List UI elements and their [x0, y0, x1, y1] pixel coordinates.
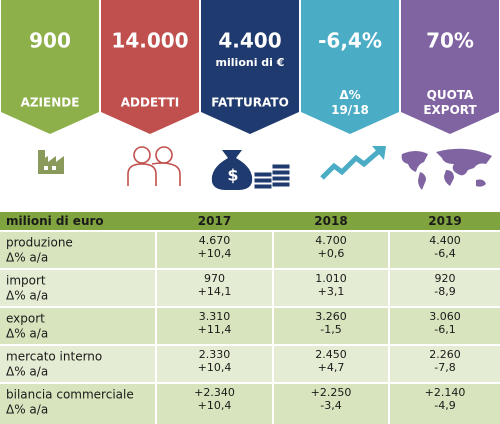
cell-value: 2.330	[199, 348, 231, 361]
cell-bg	[274, 346, 388, 382]
cell-value: 1.010	[315, 272, 347, 285]
header-row	[0, 212, 500, 230]
cell-value: +2.340	[194, 386, 235, 399]
kpi-unit: milioni di €	[216, 56, 285, 69]
cell-bg	[0, 308, 155, 344]
cell-change: -8,9	[434, 285, 455, 298]
cell-bg	[390, 308, 500, 344]
kpi-label: ADDETTI	[121, 96, 180, 110]
cell-change: +10,4	[198, 247, 232, 260]
kpi-value: 4.400	[218, 29, 281, 53]
cell-change: +14,1	[198, 285, 232, 298]
cell-bg	[157, 384, 272, 424]
banner	[101, 0, 199, 134]
kpi-label: 19/18	[331, 103, 369, 117]
cell-value: 4.400	[429, 234, 461, 247]
cell-value: +2.250	[311, 386, 352, 399]
icons: $	[38, 146, 492, 190]
cell-bg	[390, 346, 500, 382]
kpi-banners: 900 AZIENDE 14.000 ADDETTI 4.400 milioni di €…	[1, 0, 499, 134]
cell-value: 3.310	[199, 310, 231, 323]
cell-change: +3,1	[318, 285, 345, 298]
cell-bg	[157, 346, 272, 382]
cell-bg	[157, 308, 272, 344]
row-label: import	[6, 274, 46, 288]
cell-bg	[0, 270, 155, 306]
cell-change: -4,9	[434, 399, 455, 412]
cell-bg	[390, 232, 500, 268]
row-sublabel: Δ% a/a	[6, 365, 48, 379]
kpi-label: FATTURATO	[211, 96, 289, 110]
cell-bg	[390, 384, 500, 424]
cell-value: 4.670	[199, 234, 231, 247]
kpi-label: AZIENDE	[21, 96, 80, 110]
cell-change: +10,4	[198, 361, 232, 374]
money-icon: $	[211, 150, 291, 190]
cell-bg	[274, 308, 388, 344]
header-cell: 2019	[428, 214, 461, 228]
factory-icon	[38, 150, 64, 174]
banner	[1, 0, 99, 134]
row-sublabel: Δ% a/a	[6, 251, 48, 265]
header-cell: 2017	[198, 214, 231, 228]
cell-change: +0,6	[318, 247, 345, 260]
kpi-label: Δ%	[339, 88, 360, 102]
people-icon	[127, 146, 181, 186]
cell-bg	[0, 384, 155, 424]
cell-bg	[390, 270, 500, 306]
svg-text:$: $	[227, 166, 238, 185]
banner	[201, 0, 299, 134]
cell-bg	[274, 270, 388, 306]
data-table: milioni di euro 2017 2018 2019produzioneΔ% …	[0, 212, 500, 424]
cell-value: 970	[204, 272, 225, 285]
cell-value: 4.700	[315, 234, 347, 247]
cell-value: 3.260	[315, 310, 347, 323]
row-sublabel: Δ% a/a	[6, 327, 48, 341]
kpi-value: -6,4%	[318, 29, 382, 53]
header-cell: 2018	[314, 214, 347, 228]
cell-value: +2.140	[425, 386, 466, 399]
kpi-value: 14.000	[111, 29, 188, 53]
cell-value: 3.060	[429, 310, 461, 323]
kpi-label: QUOTA	[427, 88, 474, 102]
row-sublabel: Δ% a/a	[6, 403, 48, 417]
cell-change: -7,8	[434, 361, 455, 374]
row-label: bilancia commerciale	[6, 388, 134, 402]
cell-bg	[0, 232, 155, 268]
world-icon	[401, 148, 492, 190]
row-label: produzione	[6, 236, 73, 250]
banner	[401, 0, 499, 134]
cell-change: -6,4	[434, 247, 455, 260]
cell-bg	[0, 346, 155, 382]
cell-change: +10,4	[198, 399, 232, 412]
header-cell: milioni di euro	[6, 214, 104, 228]
cell-bg	[157, 270, 272, 306]
kpi-label: EXPORT	[423, 103, 477, 117]
cell-bg	[274, 384, 388, 424]
cell-change: -1,5	[320, 323, 341, 336]
cell-bg	[157, 232, 272, 268]
cell-value: 2.260	[429, 348, 461, 361]
row-label: export	[6, 312, 45, 326]
row-label: mercato interno	[6, 350, 102, 364]
row-sublabel: Δ% a/a	[6, 289, 48, 303]
trend-icon	[320, 146, 386, 180]
kpi-value: 900	[29, 29, 71, 53]
cell-change: +4,7	[318, 361, 345, 374]
cell-change: -3,4	[320, 399, 341, 412]
banner	[301, 0, 399, 134]
cell-value: 920	[435, 272, 456, 285]
cell-change: +11,4	[198, 323, 232, 336]
cell-change: -6,1	[434, 323, 455, 336]
cell-value: 2.450	[315, 348, 347, 361]
kpi-value: 70%	[426, 29, 474, 53]
cell-bg	[274, 232, 388, 268]
